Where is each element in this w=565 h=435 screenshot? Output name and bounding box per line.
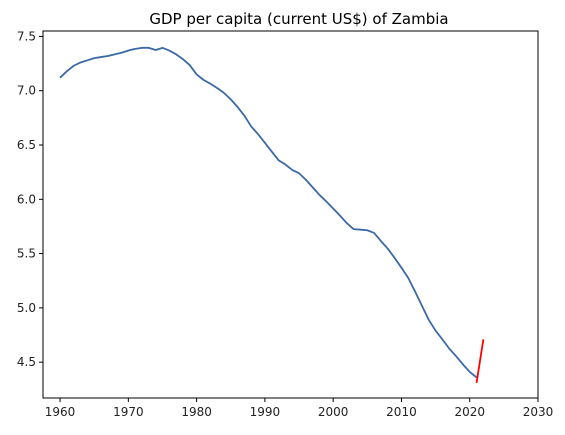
x-tick-label: 1990 [250, 405, 281, 419]
y-tick-label: 7.0 [17, 84, 36, 98]
x-tick-label: 2030 [523, 405, 554, 419]
series-layer [59, 46, 485, 383]
y-tick-label: 5.5 [17, 247, 36, 261]
y-tick-label: 6.0 [17, 192, 36, 206]
axes-frame [42, 30, 539, 399]
y-tick-label: 7.5 [17, 29, 36, 43]
series-line-1 [59, 46, 478, 379]
x-tick-label: 1980 [181, 405, 212, 419]
series-line-2 [475, 339, 485, 383]
x-tick-label: 1960 [45, 405, 76, 419]
x-tick-label: 1970 [113, 405, 144, 419]
y-tick-label: 6.5 [17, 138, 36, 152]
x-tick-label: 2010 [386, 405, 417, 419]
y-tick-label: 4.5 [17, 355, 36, 369]
y-tick-label: 5.0 [17, 301, 36, 315]
x-tick-label: 2020 [454, 405, 485, 419]
x-tick-label: 2000 [318, 405, 349, 419]
x-axis: 1960 1970 1980 1990 2000 2010 2020 2030 [45, 398, 553, 419]
chart-title: GDP per capita (current US$) of Zambia [149, 10, 448, 28]
y-axis: 4.5 5.0 5.5 6.0 6.5 7.0 7.5 [17, 29, 43, 369]
